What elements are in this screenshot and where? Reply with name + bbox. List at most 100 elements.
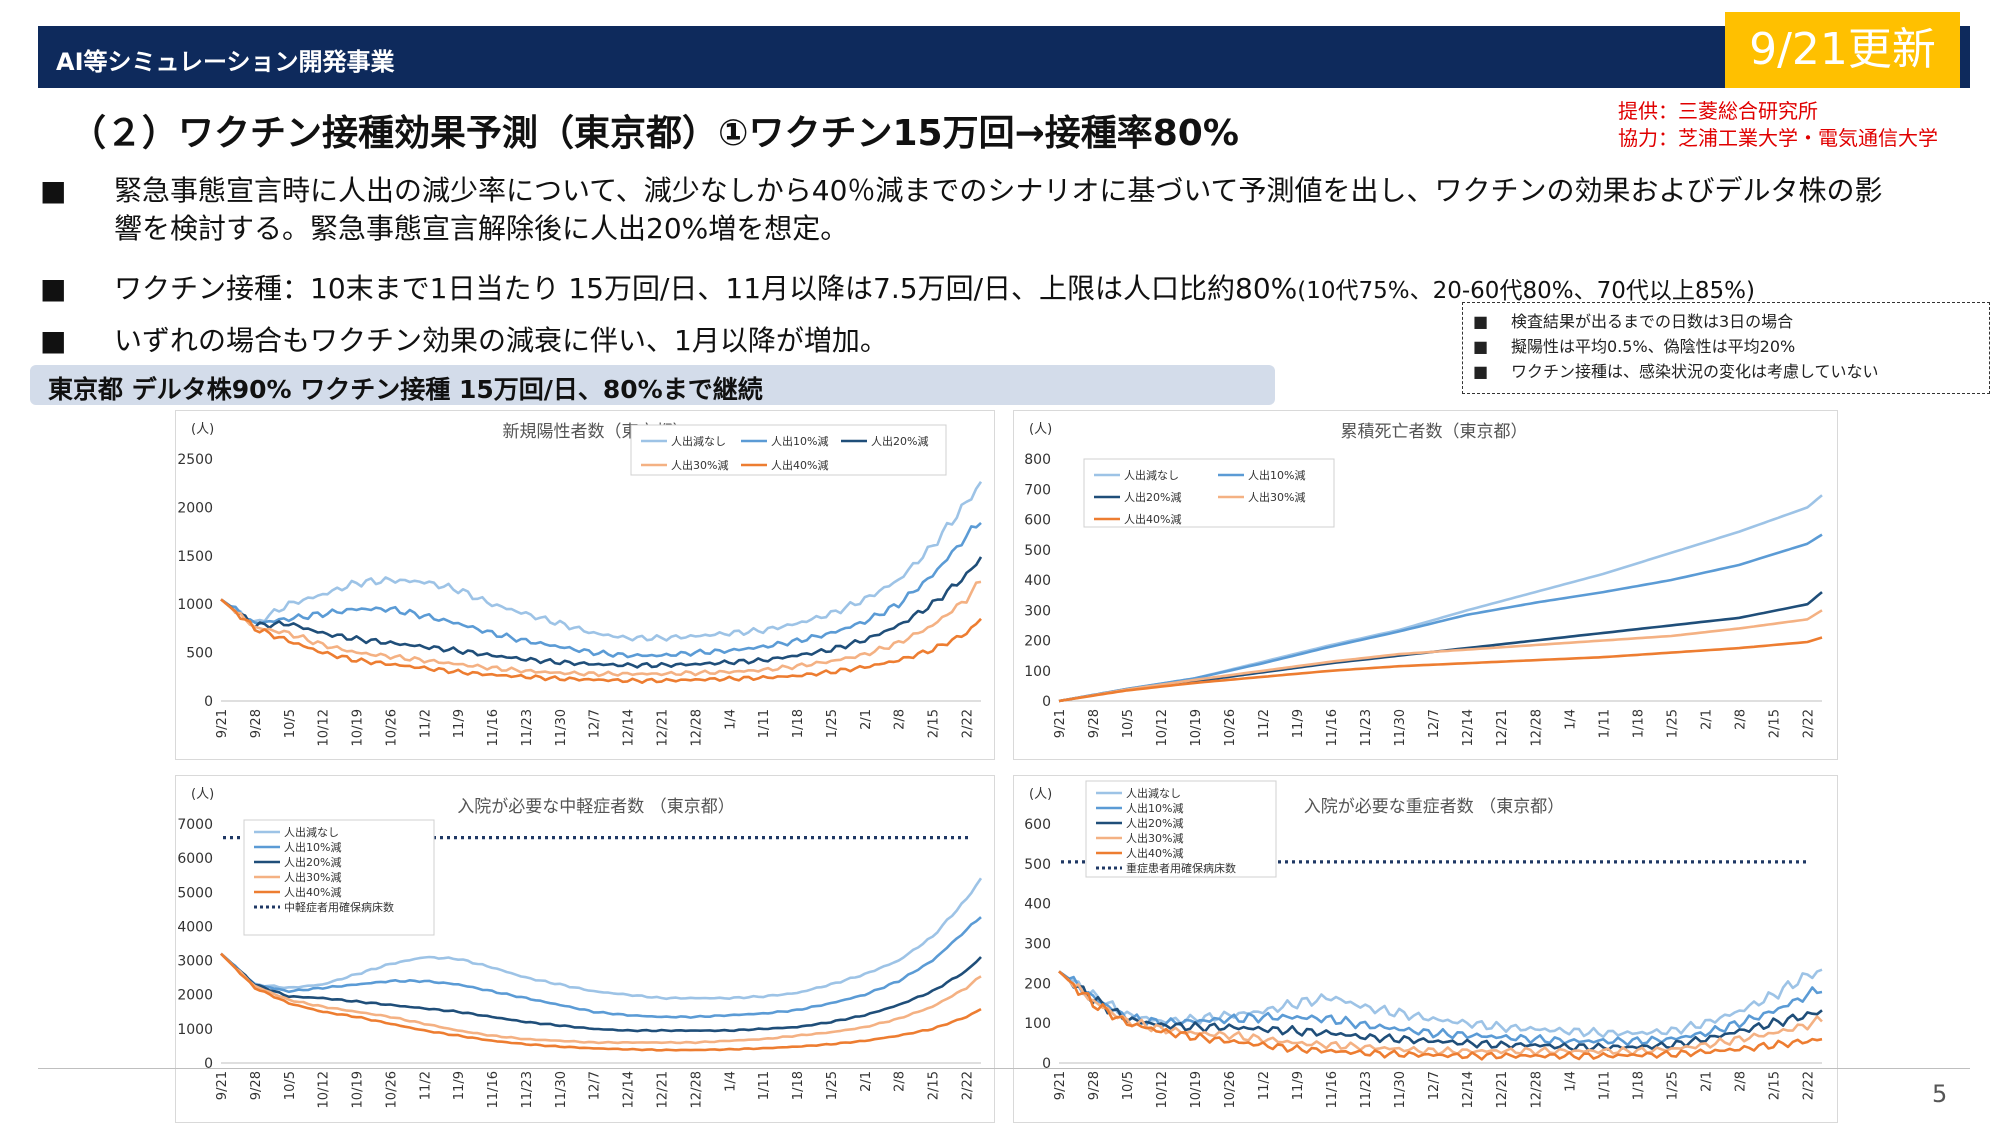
chart-new-cases: 新規陽性者数（東京都） (人) 0 500 1000 1500 2000 2500 9/21 9/…	[175, 410, 995, 760]
x-tick-label: 12/28	[689, 1071, 704, 1108]
x-tick-label: 1/25	[1665, 1071, 1680, 1100]
x-tick-label: 11/16	[1325, 1071, 1340, 1108]
x-tick-label: 10/26	[384, 1071, 399, 1108]
x-tick-label: 10/12	[317, 709, 332, 746]
y-tick-label: 100	[1024, 664, 1051, 680]
header-bar: AI等シミュレーション開発事業	[38, 26, 1970, 88]
x-tick-label: 11/9	[1291, 709, 1306, 738]
bullet-text: 緊急事態宣言時に人出の減少率について、減少なしから40％減までのシナリオに基づい…	[114, 172, 1883, 248]
x-tick-label: 1/18	[1631, 1071, 1646, 1100]
x-tick-label: 10/26	[1223, 1071, 1238, 1108]
y-tick-label: 300	[1024, 603, 1051, 619]
x-tick-label: 11/9	[452, 709, 467, 738]
note-item: ■ 擬陽性は平均0.5%、偽陰性は平均20%	[1473, 337, 1796, 356]
y-tick-label: 800	[1024, 452, 1051, 468]
chart-cumulative-deaths: 累積死亡者数（東京都） (人) 0 100 200 300 400 500 600 700 800 9…	[1013, 410, 1838, 760]
bullet-vaccination: ■ ワクチン接種：10末まで1日当たり 15万回/日、11月以降は7.5万回/日…	[40, 270, 1970, 310]
x-tick-label: 12/7	[588, 709, 603, 738]
x-tick-label: 10/12	[1155, 1071, 1170, 1108]
legend-label: 人出40%減	[1124, 512, 1181, 526]
provider-credit: 提供：三菱総合研究所	[1618, 99, 1818, 123]
series-line	[1058, 533, 1823, 703]
x-tick-label: 12/7	[588, 1071, 603, 1100]
scenario-band: 東京都 デルタ株90% ワクチン接種 15万回/日、80%まで継続	[30, 365, 1275, 405]
legend-label: 人出20%減	[871, 434, 928, 448]
y-tick-label: 500	[1024, 543, 1051, 559]
legend-label: 人出20%減	[1126, 816, 1183, 830]
series-line	[220, 481, 983, 642]
x-tick-label: 11/30	[1393, 709, 1408, 746]
x-tick-label: 12/14	[1461, 709, 1476, 746]
x-tick-label: 11/9	[1291, 1071, 1306, 1100]
x-tick-label: 10/19	[1189, 709, 1204, 746]
x-tick-label: 11/2	[418, 709, 433, 738]
y-tick-label: 6000	[177, 851, 213, 867]
legend-box	[630, 424, 947, 476]
bullet-main: ワクチン接種：10末まで1日当たり 15万回/日、11月以降は7.5万回/日、上…	[114, 272, 1298, 305]
legend-label: 人出20%減	[1124, 490, 1181, 504]
x-tick-label: 1/11	[1597, 1071, 1612, 1100]
series-line	[1058, 970, 1823, 1047]
chart-title: 入院が必要な重症者数 （東京都）	[1304, 797, 1564, 817]
legend-box	[243, 819, 435, 936]
y-tick-label: 700	[1024, 482, 1051, 498]
cooperation-credit: 協力：芝浦工業大学・電気通信大学	[1618, 126, 1938, 150]
x-tick-label: 9/28	[249, 1071, 264, 1100]
x-tick-label: 2/1	[859, 1071, 874, 1092]
bullet-line: 緊急事態宣言時に人出の減少率について、減少なしから40％減までのシナリオに基づい…	[114, 174, 1883, 207]
series-line	[220, 521, 982, 659]
x-tick-label: 1/18	[791, 709, 806, 738]
x-tick-label: 9/21	[1053, 709, 1068, 738]
x-tick-label: 2/1	[859, 709, 874, 730]
x-tick-label: 10/26	[384, 709, 399, 746]
legend-label: 人出40%減	[284, 885, 341, 899]
y-tick-label: 1000	[177, 1022, 213, 1038]
legend-label: 人出30%減	[671, 458, 728, 472]
chart-title: 累積死亡者数（東京都）	[1341, 422, 1528, 442]
x-tick-label: 10/19	[351, 709, 366, 746]
y-tick-label: 400	[1024, 573, 1051, 589]
series-line	[220, 952, 982, 1033]
x-tick-label: 10/5	[1121, 1071, 1136, 1100]
x-tick-label: 1/11	[757, 1071, 772, 1100]
y-tick-label: 5000	[177, 885, 213, 901]
chart-severe-hospitalized-svg: 入院が必要な重症者数 （東京都） (人) 0 100 200 300 400 500 600 9/…	[1024, 780, 1823, 1108]
y-tick-label: 2000	[177, 500, 213, 516]
x-tick-label: 12/28	[689, 709, 704, 746]
y-tick-label: 3000	[177, 954, 213, 970]
page-title: （２）ワクチン接種効果予測（東京都）①ワクチン15万回→接種率80%	[70, 113, 1239, 154]
series-line	[1058, 609, 1823, 703]
y-tick-label: 200	[1024, 634, 1051, 650]
y-tick-label: 0	[204, 1056, 213, 1072]
x-tick-label: 2/22	[960, 1071, 975, 1100]
chart-severe-hospitalized: 入院が必要な重症者数 （東京都） (人) 0 100 200 300 400 500 600 9/…	[1013, 775, 1838, 1123]
x-tick-label: 1/11	[1597, 709, 1612, 738]
bullet-line: 響を検討する。緊急事態宣言解除後に人出20%増を想定。	[114, 212, 849, 245]
x-tick-label: 11/30	[554, 709, 569, 746]
x-tick-label: 11/30	[1393, 1071, 1408, 1108]
chart-moderate-hospitalized: 入院が必要な中軽症者数 （東京都） (人) 0 1000 2000 3000 4000 500…	[175, 775, 995, 1123]
x-tick-label: 12/7	[1427, 1071, 1442, 1100]
legend-label: 人出10%減	[1126, 801, 1183, 815]
y-tick-label: 4000	[177, 919, 213, 935]
x-tick-label: 10/12	[1155, 709, 1170, 746]
x-tick-label: 12/21	[656, 709, 671, 746]
y-tick-label: 2500	[177, 452, 213, 468]
y-tick-label: 500	[186, 646, 213, 662]
x-tick-label: 11/16	[1325, 709, 1340, 746]
y-unit-label: (人)	[191, 422, 214, 437]
x-tick-label: 1/25	[1665, 709, 1680, 738]
x-tick-label: 2/15	[1767, 1071, 1782, 1100]
series-line	[220, 916, 982, 1019]
x-tick-label: 10/5	[1121, 709, 1136, 738]
series-line	[220, 877, 983, 1001]
y-unit-label: (人)	[191, 787, 214, 802]
chart-moderate-hospitalized-svg: 入院が必要な中軽症者数 （東京都） (人) 0 1000 2000 3000 4000 500…	[177, 787, 983, 1108]
x-tick-label: 12/28	[1529, 709, 1544, 746]
x-tick-label: 1/18	[1631, 709, 1646, 738]
y-tick-label: 300	[1024, 937, 1051, 953]
x-tick-label: 1/4	[1563, 1071, 1578, 1092]
x-tick-label: 2/15	[1767, 709, 1782, 738]
series-line	[1058, 970, 1823, 1061]
